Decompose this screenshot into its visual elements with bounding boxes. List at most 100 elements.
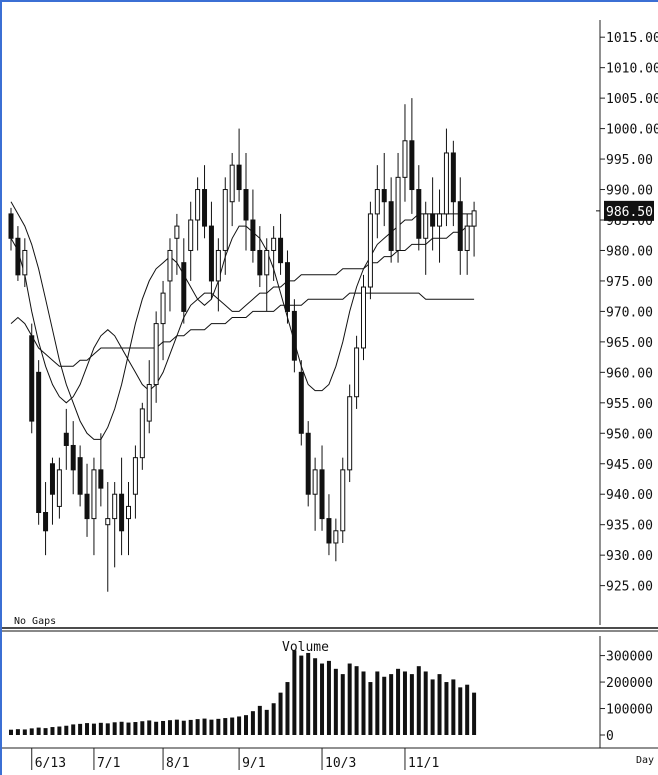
labels: 1015.00 1010.00 1005.00 1000.00 995.00 990.00… — [14, 31, 658, 771]
volume-bar — [416, 666, 421, 735]
candle-body — [84, 493, 90, 520]
candle — [70, 421, 76, 495]
volume-bar — [98, 722, 103, 735]
volume-bar — [389, 674, 394, 735]
candle — [402, 104, 408, 202]
volume-bar — [340, 674, 345, 735]
volume-bar — [174, 719, 179, 735]
candle — [8, 207, 14, 251]
candle — [29, 323, 35, 434]
candle — [264, 238, 270, 312]
candle — [374, 165, 380, 239]
candle-body — [167, 249, 173, 282]
candle — [22, 238, 28, 288]
candle-body — [195, 189, 201, 221]
candle — [167, 238, 173, 312]
volume-bar — [57, 726, 62, 735]
candle — [278, 213, 284, 275]
candle — [56, 457, 62, 519]
x-tick-label: 10/3 — [325, 756, 356, 771]
volume-bar — [105, 723, 110, 735]
candle — [471, 201, 477, 257]
candle-body — [208, 225, 214, 282]
price-tick-label: 1010.00 — [606, 62, 658, 77]
candle-body — [409, 140, 415, 191]
candle — [36, 360, 42, 525]
price-tick-label: 980.00 — [606, 244, 653, 259]
volume-bar — [237, 716, 242, 735]
candle-body — [374, 189, 380, 215]
candle-body — [222, 189, 228, 251]
candle-body — [464, 225, 470, 251]
candle-body — [160, 292, 166, 325]
volume-bar — [264, 709, 269, 735]
moving-average-line — [10, 225, 475, 404]
candle-body — [402, 140, 408, 178]
candle — [229, 152, 235, 227]
candle — [423, 201, 429, 275]
candle — [195, 177, 201, 251]
candle — [312, 457, 318, 531]
candle — [250, 189, 256, 263]
candle-body — [354, 347, 360, 398]
candle-body — [22, 249, 28, 276]
volume-bar — [292, 650, 297, 735]
volume-bar — [347, 663, 352, 735]
candle — [160, 280, 166, 361]
candle-body — [319, 469, 325, 520]
volume-bar — [195, 719, 200, 735]
candle — [319, 445, 325, 531]
volume-bar — [71, 724, 76, 735]
candle-body — [284, 262, 290, 312]
volume-bars — [9, 650, 477, 735]
candle — [222, 177, 228, 275]
candle — [305, 421, 311, 507]
volume-bar — [409, 674, 414, 735]
candle — [132, 445, 138, 519]
candle — [202, 165, 208, 239]
candle — [381, 152, 387, 227]
candle — [388, 177, 394, 263]
candle-body — [126, 505, 131, 520]
candle — [119, 457, 125, 556]
volume-tick-label: 100000 — [606, 703, 653, 718]
candle-body — [8, 213, 14, 239]
candle-body — [139, 408, 145, 459]
volume-title: Volume — [282, 640, 329, 655]
volume-bar — [361, 671, 366, 735]
candle-body — [63, 432, 69, 446]
candle-body — [423, 213, 429, 239]
candle-body — [450, 152, 456, 203]
candle-body — [77, 457, 83, 495]
candle-body — [388, 201, 394, 251]
candle — [354, 335, 360, 409]
volume-bar — [119, 721, 124, 735]
candle — [63, 408, 69, 470]
volume-bar — [313, 658, 318, 735]
last-price-label: 986.50 — [606, 205, 653, 220]
candle — [181, 238, 187, 324]
volume-bar — [250, 711, 255, 735]
price-tick-label: 925.00 — [606, 580, 653, 595]
volume-bar — [78, 723, 83, 735]
volume-bar — [299, 655, 304, 735]
candle-body — [29, 335, 35, 422]
axes — [2, 20, 658, 770]
candle — [437, 189, 443, 263]
candle — [395, 152, 401, 263]
candle — [139, 402, 145, 470]
volume-bar — [437, 674, 442, 735]
candle-body — [298, 371, 304, 434]
moving-average-line — [10, 201, 475, 440]
candle-body — [174, 225, 180, 239]
candle — [15, 226, 21, 281]
volume-bar — [354, 666, 359, 735]
x-tick-label: 11/1 — [408, 756, 439, 771]
candle — [450, 140, 456, 227]
candle — [340, 457, 346, 543]
candle — [333, 518, 339, 562]
price-tick-label: 930.00 — [606, 549, 653, 564]
volume-bar — [64, 725, 69, 735]
x-tick-label: 6/13 — [35, 756, 66, 771]
